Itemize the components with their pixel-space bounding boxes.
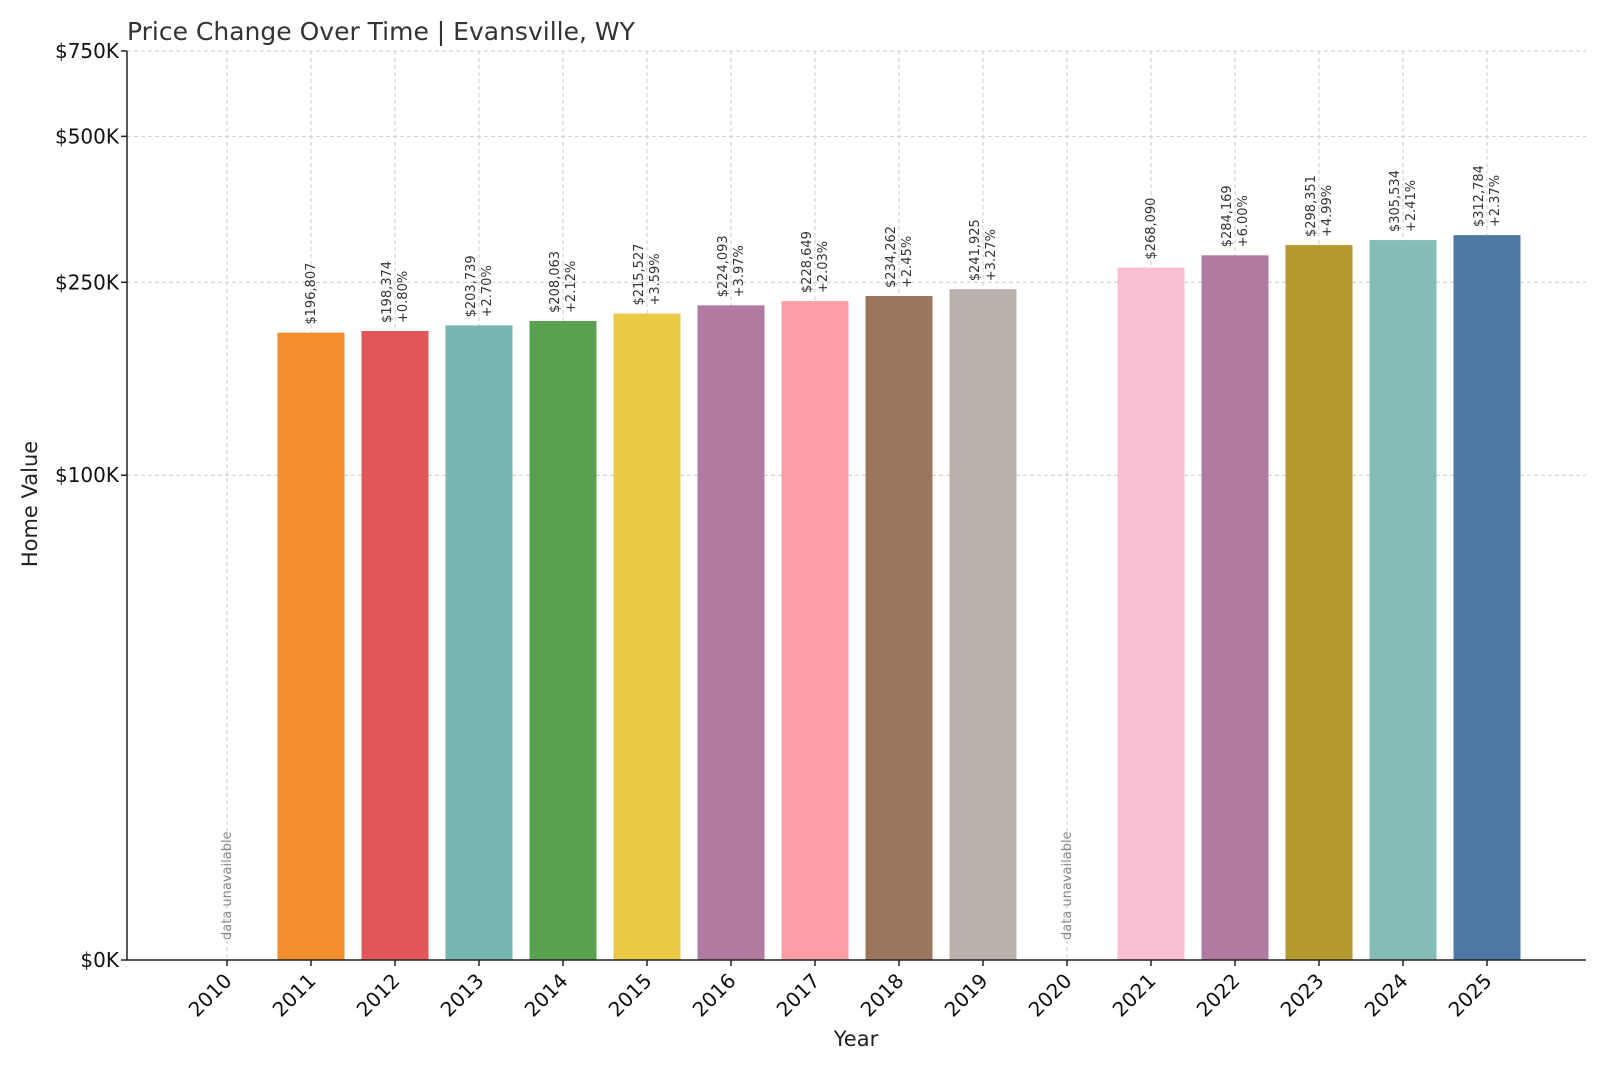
bar-value-label: $241,925 <box>968 219 983 281</box>
bar-value-label: $298,351 <box>1304 175 1319 237</box>
bar-2024 <box>1369 240 1437 960</box>
x-tick-label: 2021 <box>1108 969 1161 1022</box>
x-tick-label: 2019 <box>940 969 993 1022</box>
bar-value-label: $224,093 <box>716 235 731 297</box>
bar-change-label: +3.97% <box>732 245 747 297</box>
y-tick-label: $100K <box>55 463 120 487</box>
bar-2015 <box>613 313 681 960</box>
bar-change-label: +2.41% <box>1404 180 1419 232</box>
bar-change-label: +2.37% <box>1488 175 1503 227</box>
x-tick-label: 2025 <box>1444 969 1497 1022</box>
bar-value-label: $196,807 <box>304 263 319 325</box>
bar-value-label: $284,169 <box>1220 185 1235 247</box>
bar-value-label: $268,090 <box>1144 198 1159 260</box>
grid-lines <box>127 50 1586 960</box>
x-tick-label: 2023 <box>1276 969 1329 1022</box>
bar-change-label: +2.45% <box>900 236 915 288</box>
bar-change-label: +3.27% <box>984 229 999 281</box>
y-tick-label: $750K <box>55 39 120 63</box>
bar-value-label: $312,784 <box>1472 165 1487 227</box>
x-tick-label: 2017 <box>772 969 825 1022</box>
bar-change-label: +2.12% <box>564 261 579 313</box>
bar-value-label: $198,374 <box>380 261 395 323</box>
bar-value-label: $203,739 <box>464 255 479 317</box>
bar-2012 <box>361 330 429 960</box>
bar-2019 <box>949 289 1017 960</box>
bar-change-label: +3.59% <box>648 253 663 305</box>
x-tick-label: 2013 <box>436 969 489 1022</box>
x-tick-label: 2024 <box>1360 969 1413 1022</box>
x-tick-label: 2010 <box>184 969 237 1022</box>
bar-change-label: +0.80% <box>396 271 411 323</box>
bar-2022 <box>1201 255 1269 960</box>
bar-change-label: +2.03% <box>816 241 831 293</box>
x-tick-label: 2020 <box>1024 969 1077 1022</box>
x-tick-label: 2015 <box>604 969 657 1022</box>
bars <box>277 235 1521 961</box>
bar-value-label: $215,527 <box>632 244 647 306</box>
x-tick-label: 2018 <box>856 969 909 1022</box>
x-axis-label: Year <box>833 1027 879 1051</box>
x-tick-label: 2022 <box>1192 969 1245 1022</box>
chart-title: Price Change Over Time | Evansville, WY <box>127 17 636 46</box>
bar-value-label: $305,534 <box>1388 170 1403 232</box>
bar-2021 <box>1117 267 1185 961</box>
bar-change-label: +6.00% <box>1236 195 1251 247</box>
bar-2011 <box>277 332 345 960</box>
x-tick-label: 2014 <box>520 969 573 1022</box>
bar-change-label: +2.70% <box>480 265 495 317</box>
x-tick-label: 2012 <box>352 969 405 1022</box>
y-tick-label: $250K <box>55 270 120 294</box>
x-tick-label: 2011 <box>268 969 321 1022</box>
bar-2014 <box>529 320 597 960</box>
bar-value-label: $208,063 <box>548 251 563 313</box>
y-axis-label: Home Value <box>18 441 42 567</box>
bar-2017 <box>781 301 849 960</box>
x-tick-label: 2016 <box>688 969 741 1022</box>
bar-value-label: $234,262 <box>884 226 899 288</box>
bar-2018 <box>865 295 933 960</box>
data-unavailable-label: data unavailable <box>1060 831 1075 940</box>
bar-2016 <box>697 305 765 960</box>
y-tick-label: $0K <box>80 948 119 972</box>
bar-value-label: $228,649 <box>800 231 815 293</box>
bar-change-label: +4.99% <box>1320 185 1335 237</box>
bar-labels: data unavailable $196,807 $198,374 +0.80% $2… <box>220 165 1503 940</box>
bar-2023 <box>1285 245 1353 961</box>
bar-2025 <box>1453 235 1521 960</box>
bar-2013 <box>445 325 513 960</box>
data-unavailable-label: data unavailable <box>220 831 235 940</box>
y-tick-label: $500K <box>55 124 120 148</box>
